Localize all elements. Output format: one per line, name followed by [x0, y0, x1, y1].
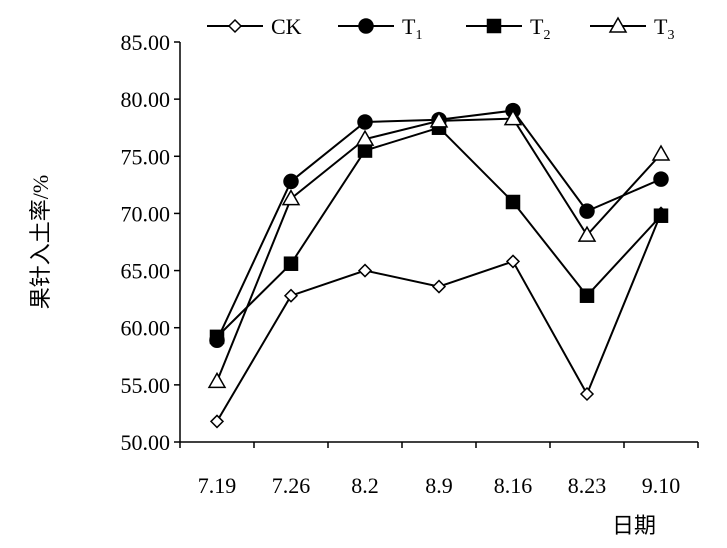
data-point [209, 329, 225, 345]
y-tick-label: 70.00 [121, 201, 171, 226]
y-axis-ticks: 50.00 55.00 60.00 65.00 70.00 75.00 80.00 85.00 [121, 30, 180, 455]
y-tick-label: 85.00 [121, 30, 171, 55]
data-point [357, 143, 373, 158]
series-ck [209, 206, 669, 429]
x-axis-ticks: 7.19 7.26 8.2 8.9 8.16 8.23 9.10 [179, 442, 699, 498]
y-tick-label: 50.00 [121, 430, 171, 455]
data-point [357, 263, 373, 278]
data-point [283, 288, 299, 303]
y-tick-label: 80.00 [121, 87, 171, 112]
data-point [355, 129, 375, 146]
data-point [503, 109, 523, 126]
series-layer [207, 102, 671, 429]
y-tick-label: 60.00 [121, 316, 171, 341]
y-tick-label: 65.00 [121, 259, 171, 284]
data-point [209, 414, 225, 429]
series-line [216, 109, 662, 341]
data-point [431, 279, 447, 294]
data-point [579, 203, 595, 219]
x-tick-label: 7.26 [272, 473, 311, 498]
data-point [653, 171, 669, 187]
y-tick-label: 55.00 [121, 373, 171, 398]
data-point [207, 371, 227, 389]
data-point [429, 111, 449, 128]
data-point [505, 194, 521, 210]
data-point [281, 189, 301, 206]
legend-marker [486, 18, 502, 34]
legend-item-t3: T3 [590, 14, 674, 43]
series-line [216, 117, 662, 382]
legend: CK T1 T2 T3 [207, 14, 674, 43]
y-axis-title: 果针入土率/% [28, 175, 53, 309]
series-t1 [209, 102, 669, 349]
chart-axes [179, 42, 698, 443]
legend-item-t1: T1 [338, 14, 422, 43]
legend-marker [227, 18, 243, 34]
legend-marker [608, 16, 628, 33]
legend-label: T3 [654, 14, 674, 43]
x-tick-label: 9.10 [642, 473, 681, 498]
data-point [577, 225, 597, 242]
data-point [651, 144, 671, 161]
data-point [283, 256, 299, 271]
x-tick-label: 8.16 [494, 473, 533, 498]
data-point [579, 288, 595, 303]
data-point [579, 386, 595, 402]
data-point [283, 173, 299, 190]
legend-item-ck: CK [207, 14, 302, 39]
series-line [216, 126, 662, 338]
x-axis-title: 日期 [612, 513, 656, 538]
series-t3 [207, 109, 671, 389]
x-tick-label: 7.19 [198, 473, 237, 498]
x-tick-label: 8.23 [568, 473, 607, 498]
series-line [216, 213, 662, 422]
series-t2 [209, 120, 669, 345]
legend-marker [358, 18, 374, 34]
legend-label: T2 [530, 14, 550, 43]
data-point [653, 208, 669, 223]
y-tick-label: 75.00 [121, 144, 171, 169]
legend-label: CK [271, 14, 302, 39]
legend-item-t2: T2 [466, 14, 550, 43]
data-point [357, 114, 373, 130]
x-tick-label: 8.2 [351, 473, 379, 498]
legend-label: T1 [402, 14, 422, 43]
data-point [505, 254, 521, 269]
x-tick-label: 8.9 [425, 473, 453, 498]
